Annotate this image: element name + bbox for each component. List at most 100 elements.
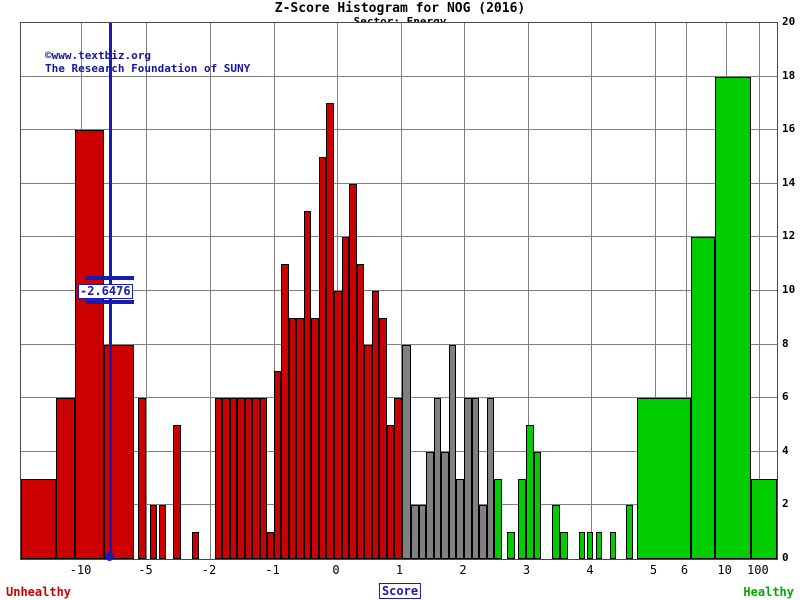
x-axis-tick-label: 4 <box>586 563 594 577</box>
x-axis-tick-label: -10 <box>69 563 92 577</box>
gridline-v <box>527 23 529 559</box>
histogram-bar <box>55 398 76 559</box>
zscore-marker-cap-bottom <box>86 300 134 305</box>
histogram-bar <box>751 478 777 559</box>
histogram-bar <box>456 478 464 559</box>
x-axis-tick-label: -5 <box>138 563 153 577</box>
y-axis-tick-label: 16 <box>782 122 796 136</box>
gridline-v <box>464 23 466 559</box>
histogram-bar <box>402 344 412 559</box>
x-axis-tick-label: -2 <box>201 563 217 577</box>
histogram-bar <box>690 237 715 559</box>
gridline-h <box>21 182 777 184</box>
x-axis-tick-label: 3 <box>522 563 531 577</box>
histogram-bar <box>252 398 260 559</box>
unhealthy-label: Unhealthy <box>6 585 72 599</box>
histogram-bar <box>172 425 182 559</box>
histogram-bar <box>533 451 542 559</box>
gridline-h <box>21 129 777 131</box>
histogram-bar <box>75 130 105 559</box>
histogram-bar <box>318 157 327 559</box>
gridline-h <box>21 75 777 77</box>
histogram-bar <box>560 532 568 559</box>
histogram-bar <box>191 532 200 559</box>
histogram-bar <box>609 532 616 559</box>
histogram-bar <box>715 76 752 559</box>
histogram-bar <box>433 398 442 559</box>
histogram-bar <box>21 478 56 559</box>
histogram-bar <box>379 317 387 559</box>
gridline-v <box>146 23 148 559</box>
x-axis-tick-label: 2 <box>459 563 467 577</box>
watermark: ©www.textbiz.org The Research Foundation … <box>45 49 250 75</box>
histogram-bar <box>595 532 602 559</box>
histogram-bar <box>244 398 253 559</box>
histogram-bar <box>552 505 560 559</box>
zscore-value-label: -2.6476 <box>78 284 133 300</box>
gridline-v <box>654 23 656 559</box>
histogram-bar <box>349 183 357 559</box>
histogram-bar <box>311 317 319 559</box>
histogram-bar <box>625 505 634 559</box>
histogram-bar <box>222 398 230 559</box>
watermark-line-2: The Research Foundation of SUNY <box>45 62 251 75</box>
histogram-bar <box>281 264 289 559</box>
zscore-marker-dot <box>105 552 114 561</box>
y-axis-tick-label: 0 <box>782 551 789 564</box>
x-axis-tick-label: 100 <box>747 563 769 577</box>
histogram-bar <box>494 478 502 559</box>
x-axis-tick-label: -1 <box>265 563 280 577</box>
gridline-h <box>21 343 777 345</box>
histogram-bar <box>288 317 297 559</box>
x-axis-tick-label: 0 <box>332 563 340 577</box>
y-axis-tick-label: 8 <box>782 336 789 350</box>
zscore-marker-cap-top <box>86 276 134 281</box>
x-axis-tick-label: 5 <box>649 563 658 577</box>
histogram-bar <box>418 505 427 559</box>
y-axis-tick-label: 14 <box>782 175 796 189</box>
gridline-v <box>591 23 593 559</box>
histogram-bar <box>214 398 223 559</box>
histogram-bar <box>526 425 534 559</box>
histogram-bar <box>587 532 594 559</box>
histogram-bar <box>326 103 334 559</box>
histogram-bar <box>303 210 312 559</box>
y-axis-tick-label: 6 <box>782 390 789 404</box>
healthy-label: Healthy <box>743 585 794 599</box>
histogram-bar <box>371 291 380 559</box>
histogram-bar <box>356 264 365 559</box>
histogram-bar <box>364 344 372 559</box>
histogram-bar <box>426 451 434 559</box>
y-axis-tick-label: 2 <box>782 497 789 511</box>
y-axis-tick-label: 4 <box>782 443 789 457</box>
x-axis-tick-label: 10 <box>717 563 732 577</box>
gridline-h <box>21 290 777 291</box>
histogram-bar <box>507 532 515 559</box>
y-axis-tick-label: 12 <box>782 229 796 243</box>
watermark-line-1: ©www.textbiz.org <box>45 49 151 62</box>
histogram-bar <box>149 505 158 559</box>
histogram-bar <box>237 398 245 559</box>
y-axis-tick-label: 20 <box>782 15 796 28</box>
gridline-v <box>685 23 687 559</box>
histogram-bar <box>386 425 395 559</box>
plot-area: -2.6476 ©www.textbiz.org The Research Fou… <box>20 22 778 561</box>
histogram-bar <box>448 344 457 559</box>
histogram-bar <box>479 505 487 559</box>
histogram-bar <box>229 398 238 559</box>
gridline-v <box>210 23 211 559</box>
histogram-bar <box>267 532 274 559</box>
y-axis-tick-label: 18 <box>782 68 796 82</box>
gridline-v <box>400 23 402 559</box>
gridline-h <box>21 397 777 399</box>
histogram-bar <box>486 398 495 559</box>
gridline-h <box>21 236 777 238</box>
histogram-bar <box>394 398 402 559</box>
histogram-bar <box>341 237 350 559</box>
histogram-bar <box>411 505 419 559</box>
gridline-v <box>273 23 275 559</box>
histogram-bar <box>578 532 585 559</box>
histogram-bar <box>158 505 167 559</box>
y-axis-tick-label: 10 <box>782 283 796 296</box>
